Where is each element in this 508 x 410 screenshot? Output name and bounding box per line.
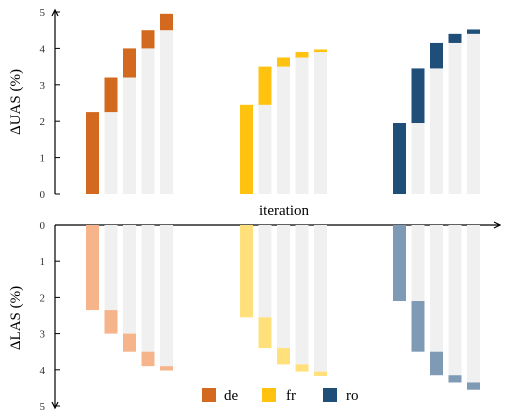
y-tick-label-bottom-3: 3 bbox=[40, 329, 46, 341]
bar-top-de-3 bbox=[141, 30, 155, 49]
bar-bottom-fr-3 bbox=[295, 364, 309, 372]
bar-top-de-1 bbox=[104, 77, 118, 113]
bar-bottom-fr-4 bbox=[314, 371, 327, 376]
bar-bg-top-ro-1 bbox=[411, 123, 425, 194]
x-axis-label: iteration bbox=[259, 203, 309, 219]
bar-top-fr-1 bbox=[258, 66, 272, 105]
bar-top-fr-4 bbox=[314, 49, 327, 53]
y-tick-label-top-5: 5 bbox=[40, 7, 46, 19]
bar-bg-top-de-1 bbox=[104, 112, 118, 194]
legend-swatch-de bbox=[202, 388, 216, 402]
y-tick-label-top-2: 2 bbox=[40, 116, 46, 128]
bar-bg-bottom-fr-4 bbox=[314, 225, 327, 372]
panel-bottom: 0 1 2 3 4 5 bbox=[40, 220, 502, 410]
bar-bg-bottom-de-1 bbox=[104, 225, 118, 311]
bar-top-ro-1 bbox=[411, 68, 425, 124]
y-tick-label-bottom-2: 2 bbox=[40, 292, 46, 304]
bar-bottom-ro-3 bbox=[448, 375, 462, 383]
bar-bg-bottom-de-4 bbox=[160, 225, 173, 367]
bar-bottom-de-4 bbox=[160, 366, 173, 371]
bar-bg-top-ro-2 bbox=[430, 68, 443, 194]
y-axis-label-top: ΔUAS (%) bbox=[8, 69, 24, 135]
y-tick-label-top-4: 4 bbox=[40, 43, 46, 55]
bar-top-de-0 bbox=[86, 112, 99, 194]
bar-bg-top-de-4 bbox=[160, 30, 173, 195]
y-axis-arrow-bottom bbox=[51, 401, 59, 410]
bar-bg-top-fr-4 bbox=[314, 52, 327, 194]
bar-top-ro-4 bbox=[467, 29, 480, 34]
bar-top-de-2 bbox=[123, 48, 136, 78]
bar-bg-top-fr-2 bbox=[277, 66, 290, 194]
bar-bg-top-de-3 bbox=[141, 48, 155, 195]
bar-bottom-de-0 bbox=[86, 225, 99, 311]
y-tick-label-top-3: 3 bbox=[40, 80, 46, 92]
bar-bottom-ro-4 bbox=[467, 382, 480, 390]
bar-top-ro-3 bbox=[448, 33, 462, 43]
bar-bg-top-de-2 bbox=[123, 77, 136, 194]
bar-bg-bottom-fr-3 bbox=[295, 225, 309, 365]
bar-bottom-ro-2 bbox=[430, 351, 443, 376]
legend: de fr ro bbox=[202, 388, 359, 404]
bar-bottom-de-1 bbox=[104, 310, 118, 334]
bar-bottom-de-2 bbox=[123, 333, 136, 352]
y-axis-label-bottom: ΔLAS (%) bbox=[8, 286, 24, 350]
legend-label-de: de bbox=[224, 388, 239, 404]
legend-label-fr: fr bbox=[286, 388, 296, 404]
bar-bg-top-ro-3 bbox=[448, 42, 462, 194]
y-tick-label-bottom-4: 4 bbox=[40, 365, 46, 377]
bar-bottom-fr-0 bbox=[240, 225, 253, 318]
y-axis-arrow-top bbox=[51, 8, 59, 17]
bar-bg-bottom-ro-2 bbox=[430, 225, 443, 352]
bar-top-fr-3 bbox=[295, 52, 309, 58]
bar-bg-bottom-fr-1 bbox=[258, 225, 272, 318]
legend-swatch-ro bbox=[323, 388, 337, 402]
y-tick-label-top-0: 0 bbox=[40, 189, 46, 201]
bar-bg-bottom-de-3 bbox=[141, 225, 155, 352]
bar-bottom-fr-2 bbox=[277, 348, 290, 365]
bar-bottom-fr-1 bbox=[258, 317, 272, 349]
legend-swatch-fr bbox=[262, 388, 276, 402]
bar-top-ro-2 bbox=[430, 42, 443, 69]
bar-bottom-de-3 bbox=[141, 351, 155, 367]
bar-bottom-ro-0 bbox=[393, 225, 406, 302]
bar-top-de-4 bbox=[160, 13, 173, 31]
bar-bg-bottom-ro-1 bbox=[411, 225, 425, 302]
bar-bg-top-fr-1 bbox=[258, 104, 272, 194]
bar-top-fr-2 bbox=[277, 57, 290, 67]
bar-bg-top-fr-3 bbox=[295, 57, 309, 194]
bar-top-fr-0 bbox=[240, 104, 253, 194]
chart-panels: 0 1 2 3 4 5 0 1 2 3 4 5 bbox=[40, 7, 502, 410]
y-tick-label-bottom-0: 0 bbox=[40, 220, 46, 232]
y-tick-label-top-1: 1 bbox=[40, 153, 46, 165]
bar-bg-top-ro-4 bbox=[467, 33, 480, 195]
legend-label-ro: ro bbox=[346, 388, 359, 404]
bar-bottom-ro-1 bbox=[411, 301, 425, 352]
bar-bg-bottom-ro-3 bbox=[448, 225, 462, 376]
x-axis-arrow bbox=[493, 221, 502, 229]
y-tick-label-bottom-1: 1 bbox=[40, 256, 46, 268]
bar-bg-bottom-de-2 bbox=[123, 225, 136, 334]
bar-bg-bottom-fr-2 bbox=[277, 225, 290, 349]
panel-top: 0 1 2 3 4 5 bbox=[40, 7, 480, 201]
y-tick-label-bottom-5: 5 bbox=[40, 401, 46, 410]
bar-bg-bottom-ro-4 bbox=[467, 225, 480, 383]
bar-top-ro-0 bbox=[393, 123, 406, 194]
